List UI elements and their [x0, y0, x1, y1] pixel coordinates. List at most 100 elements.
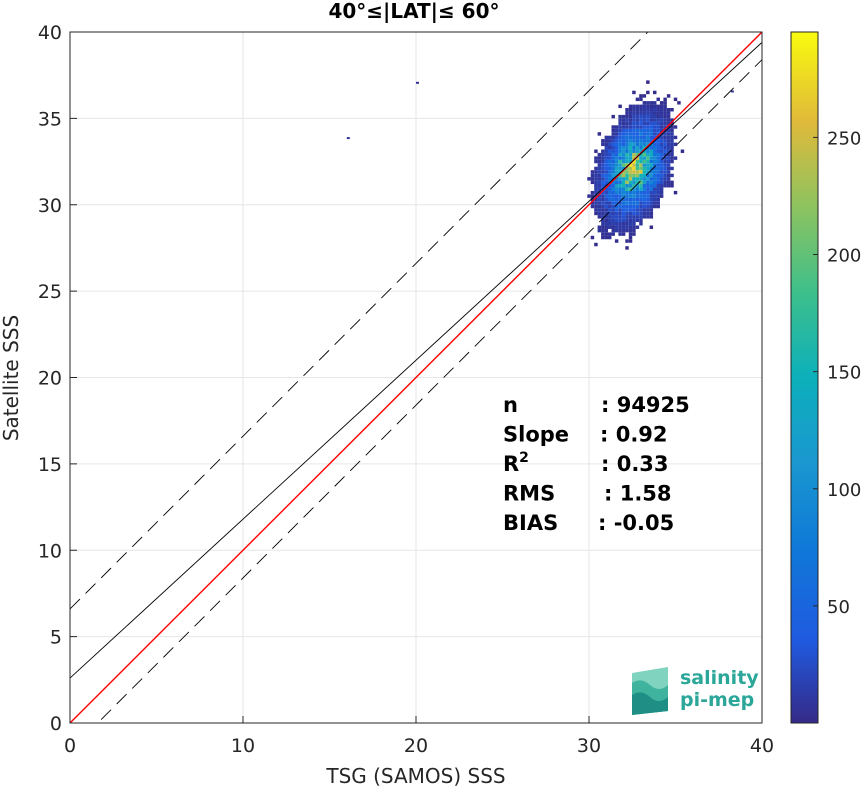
heatmap-cell — [632, 132, 636, 136]
heatmap-cell — [653, 204, 657, 209]
heatmap-cell — [649, 177, 654, 181]
heatmap-cell — [604, 135, 609, 140]
heatmap-cell — [628, 135, 633, 140]
heatmap-cell — [653, 111, 657, 115]
heatmap-cell — [659, 187, 664, 191]
heatmap-cell — [639, 197, 643, 202]
heatmap-cell — [646, 108, 650, 112]
heatmap-cell — [594, 166, 598, 171]
heatmap-cell — [597, 208, 602, 212]
heatmap-cell — [618, 139, 622, 143]
heatmap-cell — [666, 111, 671, 115]
heatmap-cell — [673, 190, 678, 195]
heatmap-cell — [628, 139, 633, 143]
heatmap-cell — [635, 163, 640, 167]
heatmap-cell — [604, 173, 609, 178]
heatmap-cell — [618, 232, 622, 236]
x-axis-ticks: 0 10 20 30 40 — [64, 716, 774, 757]
heatmap-cell — [646, 118, 650, 122]
heatmap-cell — [639, 149, 643, 153]
heatmap-cell — [614, 201, 619, 205]
heatmap-cell — [614, 149, 619, 153]
heatmap-cell — [614, 180, 619, 185]
heatmap-cell — [621, 156, 626, 160]
heatmap-cell — [621, 114, 626, 119]
heatmap-cell — [639, 190, 643, 195]
wave-logo-icon — [632, 667, 668, 715]
heatmap-cell — [621, 177, 626, 181]
heatmap-cell — [611, 187, 615, 191]
heatmap-cell — [604, 211, 609, 216]
heatmap-cell — [608, 163, 612, 167]
heatmap-cell — [594, 170, 598, 174]
heatmap-cell — [625, 166, 629, 171]
heatmap-cell — [614, 218, 619, 223]
heatmap-cell — [601, 190, 605, 195]
heatmap-cell — [666, 114, 671, 119]
heatmap-cell — [621, 163, 626, 167]
heatmap-cell — [608, 177, 612, 181]
heatmap-cell — [604, 201, 609, 205]
heatmap-cell — [653, 166, 657, 171]
heatmap-cell — [604, 166, 609, 171]
heatmap-cell — [653, 104, 657, 109]
heatmap-cell — [587, 177, 591, 181]
heatmap-cell — [656, 159, 660, 164]
heatmap-cell — [642, 197, 647, 202]
heatmap-cell — [611, 197, 615, 202]
heatmap-cell — [670, 135, 674, 140]
heatmap-cell — [680, 149, 685, 153]
heatmap-cell — [604, 142, 609, 147]
heatmap-cell — [611, 146, 615, 150]
heatmap-cell — [659, 142, 664, 147]
heatmap-cell — [639, 104, 643, 109]
y-tick-label: 30 — [38, 195, 62, 217]
heatmap-cell — [642, 166, 647, 171]
heatmap-cell — [604, 159, 609, 164]
heatmap-cell — [601, 152, 605, 157]
heatmap-cell — [594, 208, 598, 212]
heatmap-cell — [653, 118, 657, 122]
heatmap-cell — [642, 170, 647, 174]
heatmap-cell — [670, 146, 674, 150]
heatmap-cell — [659, 177, 664, 181]
heatmap-cell — [618, 215, 622, 219]
heatmap-cell — [597, 180, 602, 185]
heatmap-cell — [604, 156, 609, 160]
heatmap-cell — [628, 184, 633, 188]
heatmap-cell — [639, 222, 643, 226]
heatmap-cell — [625, 152, 629, 157]
heatmap-cell — [621, 215, 626, 219]
heatmap-cell — [611, 201, 615, 205]
heatmap-cell — [618, 211, 622, 216]
heatmap-cell — [597, 190, 602, 195]
heatmap-cell — [625, 121, 629, 126]
heatmap-cell — [639, 156, 643, 160]
heatmap-cell — [659, 114, 664, 119]
heatmap-cell — [635, 149, 640, 153]
heatmap-cell — [632, 163, 636, 167]
heatmap-cell — [625, 218, 629, 223]
heatmap-cell — [663, 163, 667, 167]
heatmap-cell — [628, 218, 633, 223]
heatmap-cell — [649, 166, 654, 171]
heatmap-cell — [635, 170, 640, 174]
heatmap-cell — [649, 197, 654, 202]
heatmap-cell — [646, 211, 650, 216]
x-tick-label: 10 — [231, 735, 255, 757]
heatmap-cell — [646, 163, 650, 167]
heatmap-cell — [618, 135, 622, 140]
heatmap-cell — [628, 239, 633, 243]
colorbar — [790, 31, 819, 724]
outlier-point — [416, 81, 419, 84]
heatmap-cell — [656, 108, 660, 112]
heatmap-cell — [611, 222, 615, 226]
heatmap-cell — [628, 114, 633, 119]
heatmap-cell — [611, 215, 615, 219]
heatmap-cell — [646, 111, 650, 115]
heatmap-cell — [635, 118, 640, 122]
heatmap-cell — [653, 135, 657, 140]
stat-value: : 0.33 — [601, 452, 669, 476]
heatmap-cell — [618, 114, 622, 119]
heatmap-cell — [639, 184, 643, 188]
